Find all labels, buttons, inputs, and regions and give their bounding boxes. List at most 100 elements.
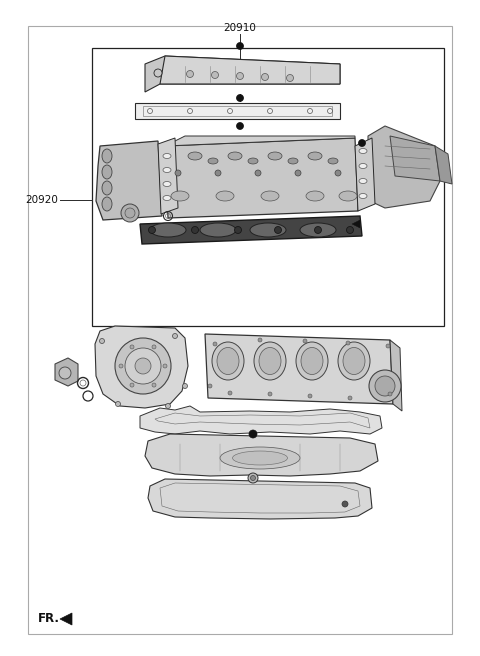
Circle shape [262, 73, 268, 81]
Circle shape [130, 383, 134, 387]
Circle shape [388, 392, 392, 396]
Ellipse shape [163, 182, 171, 186]
Circle shape [303, 339, 307, 343]
Circle shape [248, 473, 258, 483]
Circle shape [119, 364, 123, 368]
Ellipse shape [200, 223, 236, 237]
Circle shape [148, 226, 156, 234]
Circle shape [208, 384, 212, 388]
Polygon shape [135, 103, 340, 119]
Circle shape [268, 392, 272, 396]
Circle shape [135, 358, 151, 374]
Circle shape [192, 226, 199, 234]
Polygon shape [390, 340, 402, 411]
Circle shape [175, 170, 181, 176]
Circle shape [347, 226, 353, 234]
Ellipse shape [339, 191, 357, 201]
Polygon shape [140, 406, 382, 434]
Circle shape [187, 70, 193, 77]
Polygon shape [368, 126, 440, 208]
Ellipse shape [288, 158, 298, 164]
Circle shape [163, 364, 167, 368]
Polygon shape [390, 136, 440, 181]
Polygon shape [160, 56, 340, 84]
Polygon shape [352, 220, 360, 228]
Ellipse shape [171, 191, 189, 201]
Ellipse shape [301, 348, 323, 375]
Ellipse shape [188, 152, 202, 160]
Ellipse shape [163, 195, 171, 201]
Ellipse shape [338, 342, 370, 380]
Circle shape [154, 69, 162, 77]
Circle shape [125, 348, 161, 384]
Ellipse shape [163, 154, 171, 159]
Text: 20920: 20920 [25, 195, 58, 205]
Ellipse shape [359, 194, 367, 199]
Circle shape [115, 338, 171, 394]
Circle shape [275, 226, 281, 234]
Ellipse shape [261, 191, 279, 201]
Circle shape [215, 170, 221, 176]
Polygon shape [95, 326, 188, 408]
Ellipse shape [220, 447, 300, 469]
Circle shape [99, 338, 105, 344]
Circle shape [237, 123, 243, 129]
Ellipse shape [102, 165, 112, 179]
Polygon shape [435, 146, 452, 184]
Circle shape [212, 72, 218, 79]
Circle shape [182, 384, 188, 388]
Circle shape [359, 140, 365, 146]
Circle shape [116, 401, 120, 407]
Circle shape [258, 338, 262, 342]
Bar [28, 26, 452, 634]
Polygon shape [165, 138, 358, 218]
Circle shape [348, 396, 352, 400]
Circle shape [59, 367, 71, 379]
Polygon shape [140, 216, 362, 244]
Circle shape [152, 383, 156, 387]
Circle shape [130, 345, 134, 349]
Ellipse shape [208, 158, 218, 164]
Polygon shape [148, 479, 372, 519]
Ellipse shape [163, 167, 171, 173]
Circle shape [386, 344, 390, 348]
Circle shape [172, 333, 178, 338]
Ellipse shape [150, 223, 186, 237]
Ellipse shape [359, 163, 367, 169]
Circle shape [166, 403, 170, 409]
Polygon shape [205, 334, 393, 404]
Ellipse shape [300, 223, 336, 237]
Circle shape [237, 73, 243, 79]
Polygon shape [145, 56, 340, 92]
Ellipse shape [308, 152, 322, 160]
Ellipse shape [228, 152, 242, 160]
Circle shape [342, 501, 348, 507]
Polygon shape [96, 141, 162, 220]
Ellipse shape [212, 342, 244, 380]
Circle shape [335, 170, 341, 176]
Circle shape [237, 43, 243, 49]
Circle shape [121, 204, 139, 222]
Circle shape [237, 94, 243, 102]
Ellipse shape [359, 148, 367, 154]
Circle shape [249, 430, 257, 438]
Ellipse shape [217, 348, 239, 375]
Ellipse shape [296, 342, 328, 380]
Text: FR.: FR. [38, 613, 60, 626]
Circle shape [308, 394, 312, 398]
Ellipse shape [250, 223, 286, 237]
Polygon shape [60, 613, 72, 625]
Ellipse shape [359, 178, 367, 184]
Circle shape [235, 226, 241, 234]
Circle shape [255, 170, 261, 176]
Circle shape [213, 342, 217, 346]
Ellipse shape [343, 348, 365, 375]
Circle shape [314, 226, 322, 234]
Ellipse shape [254, 342, 286, 380]
Ellipse shape [232, 451, 288, 465]
Ellipse shape [268, 152, 282, 160]
Circle shape [152, 345, 156, 349]
Polygon shape [165, 136, 355, 146]
Text: 20910: 20910 [224, 23, 256, 33]
Ellipse shape [102, 149, 112, 163]
